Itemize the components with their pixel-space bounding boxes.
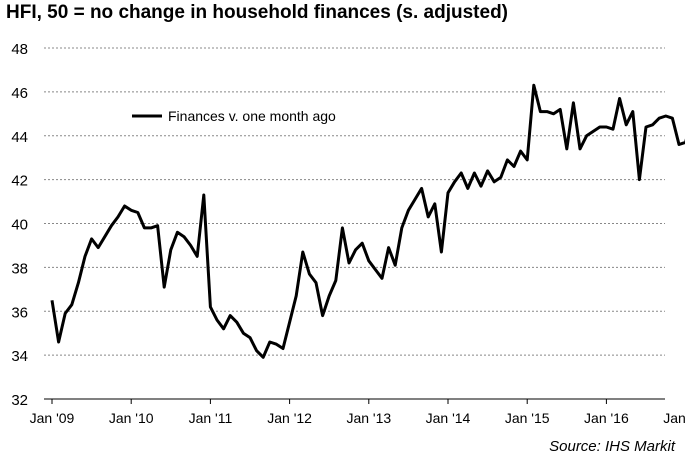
x-tick-label: Jan '17: [663, 410, 685, 426]
x-tick-label: Jan '09: [30, 410, 75, 426]
x-tick-label: Jan '12: [267, 410, 312, 426]
legend: Finances v. one month ago: [132, 108, 336, 124]
y-axis-ticks: 32 34 36 38 40 42 44 46 48: [11, 41, 28, 409]
x-tick-label: Jan '11: [189, 410, 233, 426]
series-group: [50, 83, 685, 359]
x-tick-label: Jan '14: [426, 410, 471, 426]
y-tick-label: 46: [11, 85, 28, 102]
y-tick-label: 44: [11, 129, 28, 146]
series-line: [50, 83, 685, 359]
x-tick-label: Jan '16: [584, 410, 629, 426]
chart-title: HFI, 50 = no change in household finance…: [6, 2, 508, 23]
y-tick-label: 36: [11, 304, 28, 321]
y-tick-label: 48: [11, 41, 28, 58]
source-note: Source: IHS Markit: [549, 438, 675, 455]
x-axis-ticks: Jan '09 Jan '10 Jan '11 Jan '12 Jan '13 Jan '…: [30, 399, 685, 426]
x-tick-label: Jan '10: [109, 410, 154, 426]
y-tick-label: 32: [11, 392, 28, 409]
y-tick-label: 34: [11, 348, 28, 365]
y-tick-label: 42: [11, 173, 28, 190]
y-tick-label: 38: [11, 260, 28, 277]
x-tick-label: Jan '15: [505, 410, 550, 426]
x-tick-label: Jan '13: [346, 410, 391, 426]
gridlines: [44, 47, 665, 356]
y-tick-label: 40: [11, 217, 28, 234]
legend-label: Finances v. one month ago: [168, 108, 336, 124]
